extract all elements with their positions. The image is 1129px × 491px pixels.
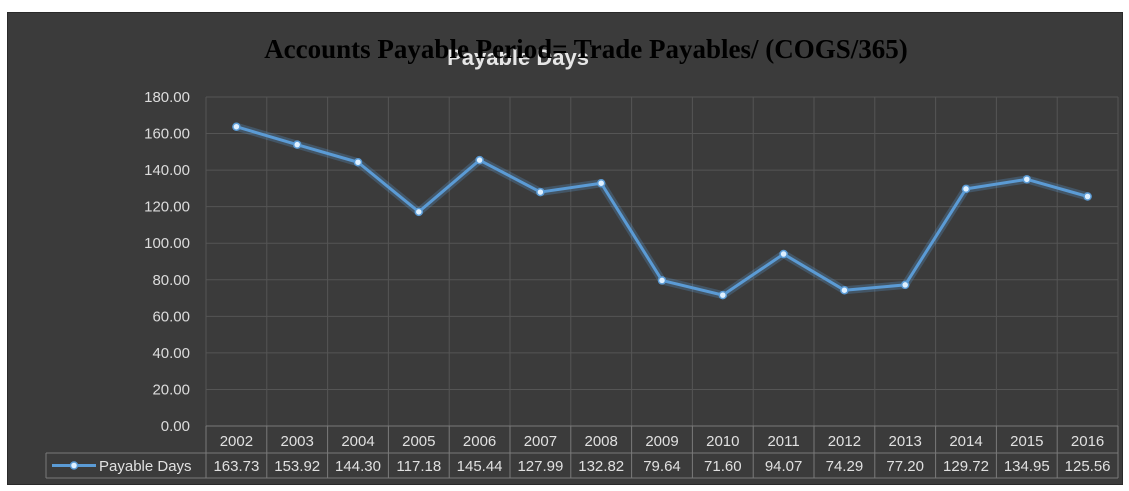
x-category-label: 2013 xyxy=(889,433,922,450)
data-point xyxy=(779,249,788,259)
x-category-label: 2006 xyxy=(463,433,496,450)
legend-marker xyxy=(69,461,79,470)
data-table-value: 134.95 xyxy=(1004,458,1050,475)
series-payable-days xyxy=(232,122,1092,300)
data-table-value: 129.72 xyxy=(943,458,989,475)
x-category-label: 2011 xyxy=(767,433,799,450)
x-category-label: 2012 xyxy=(828,433,861,450)
data-point xyxy=(961,184,971,194)
data-table-value: 74.29 xyxy=(826,458,864,475)
data-point xyxy=(232,122,241,131)
data-table-value: 125.56 xyxy=(1065,458,1111,475)
data-table-value: 127.99 xyxy=(517,458,563,475)
y-tick-label: 80.00 xyxy=(152,272,190,289)
data-point xyxy=(536,187,545,197)
y-tick-label: 40.00 xyxy=(152,345,190,362)
y-tick-label: 140.00 xyxy=(144,162,190,179)
x-category-label: 2009 xyxy=(645,433,678,450)
x-category-label: 2002 xyxy=(220,433,253,450)
data-point xyxy=(1022,175,1032,184)
grid xyxy=(205,96,1119,426)
data-point xyxy=(414,207,424,217)
legend-label: Payable Days xyxy=(99,458,192,475)
data-point xyxy=(900,280,910,290)
x-category-label: 2003 xyxy=(281,433,314,450)
data-point xyxy=(353,158,363,167)
data-table: 2002 2003 2004 2005 2006 2007 2008 2009 2010 2011… xyxy=(45,425,1119,479)
data-table-value: 94.07 xyxy=(765,458,803,475)
x-category-label: 2014 xyxy=(949,433,982,450)
data-point xyxy=(1083,192,1092,201)
data-table-value: 117.18 xyxy=(396,458,441,475)
x-category-label: 2008 xyxy=(585,433,618,450)
data-table-value: 132.82 xyxy=(578,458,624,475)
y-tick-label: 180.00 xyxy=(144,89,190,106)
y-tick-label: 0.00 xyxy=(161,418,190,435)
data-table-value: 153.92 xyxy=(274,458,320,475)
x-category-label: 2016 xyxy=(1071,433,1104,450)
data-point xyxy=(718,290,728,300)
data-point xyxy=(657,276,667,285)
payable-days-chart: 0.00 20.00 40.00 60.00 80.00 100.00 120.00 140.… xyxy=(45,34,1119,479)
data-point xyxy=(475,155,484,165)
series-line-glow xyxy=(235,122,1089,300)
data-point xyxy=(292,140,302,149)
data-table-value: 71.60 xyxy=(704,458,742,475)
data-table-value: 163.73 xyxy=(213,458,259,475)
y-tick-label: 60.00 xyxy=(152,308,190,325)
series-line xyxy=(235,125,1089,297)
x-category-label: 2015 xyxy=(1010,433,1043,450)
x-category-label: 2007 xyxy=(524,433,557,450)
x-category-label: 2010 xyxy=(706,433,739,450)
chart-panel: 0.00 20.00 40.00 60.00 80.00 100.00 120.00 140.… xyxy=(7,12,1123,485)
y-axis: 0.00 20.00 40.00 60.00 80.00 100.00 120.00 140.… xyxy=(144,89,190,435)
y-tick-label: 20.00 xyxy=(152,381,190,398)
y-tick-label: 120.00 xyxy=(144,199,190,216)
data-table-value: 77.20 xyxy=(886,458,924,475)
data-point xyxy=(840,285,849,295)
y-tick-label: 100.00 xyxy=(144,235,190,252)
data-point xyxy=(596,178,606,188)
data-table-value: 79.64 xyxy=(643,458,681,475)
y-tick-label: 160.00 xyxy=(144,126,190,143)
x-category-label: 2004 xyxy=(341,433,374,450)
page-heading: Accounts Payable Period= Trade Payables/… xyxy=(264,34,908,64)
x-category-label: 2005 xyxy=(402,433,435,450)
data-table-value: 145.44 xyxy=(457,458,503,475)
chart-title: Payable Days xyxy=(447,45,589,70)
data-table-value: 144.30 xyxy=(335,458,381,475)
